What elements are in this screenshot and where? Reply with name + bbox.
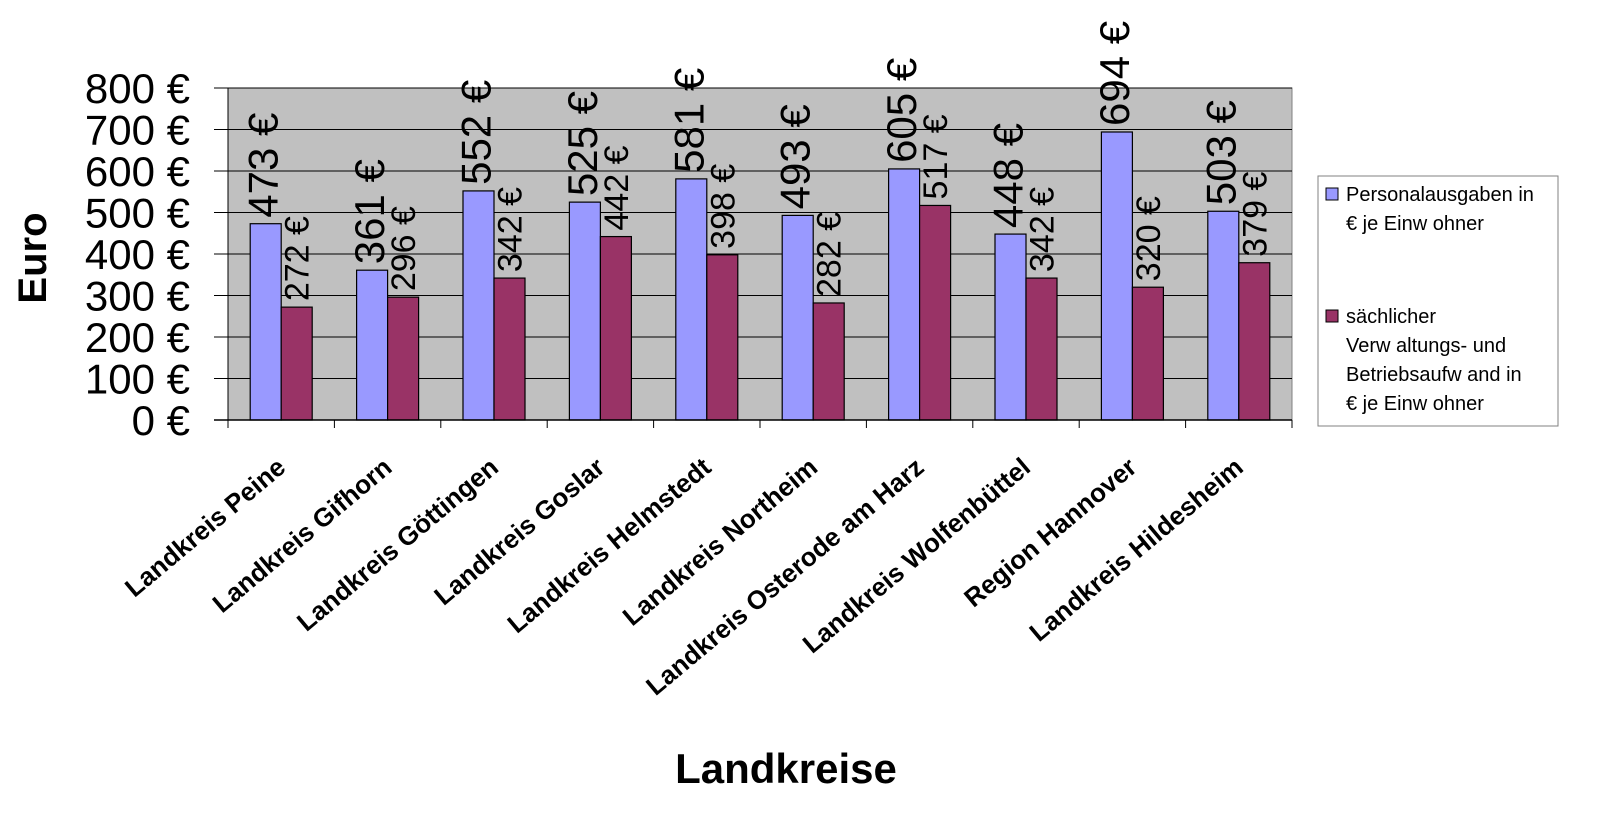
y-tick-label: 300 € — [85, 273, 190, 320]
data-label: 605 € — [878, 58, 925, 163]
data-label: 282 € — [811, 212, 849, 297]
bar-personal — [249, 223, 282, 421]
data-label: 694 € — [1091, 21, 1138, 126]
bar-personal — [568, 201, 602, 421]
x-tick-label: Landkreis Gifhorn — [207, 452, 398, 619]
x-tick-label: Region Hannover — [958, 452, 1142, 613]
y-tick-label: 700 € — [85, 107, 190, 154]
bar-saechlich — [918, 204, 952, 421]
data-label: 342 € — [492, 187, 530, 272]
legend-swatch — [1325, 187, 1339, 201]
legend-swatch — [1325, 309, 1339, 323]
legend-label: Verw altungs- und — [1346, 335, 1506, 357]
legend-label: sächlicher — [1346, 306, 1436, 328]
y-tick-label: 500 € — [85, 190, 190, 237]
x-tick-label: Landkreis Helmstedt — [501, 451, 716, 639]
value-labels-group: 473 €272 €361 €296 €552 €342 €525 €442 €… — [240, 21, 1275, 301]
data-label: 473 € — [240, 113, 287, 218]
y-tick-label: 800 € — [85, 65, 190, 112]
x-axis-label: Landkreise — [675, 745, 897, 792]
legend-box — [1317, 175, 1559, 427]
bars-group — [249, 131, 1271, 421]
data-label: 320 € — [1130, 196, 1168, 281]
y-tick-label: 600 € — [85, 148, 190, 195]
legend: Personalausgaben in € je Einw ohner sächli… — [1317, 175, 1559, 427]
bar-personal — [675, 178, 708, 421]
bar-personal — [994, 233, 1027, 421]
data-label: 361 € — [346, 159, 393, 264]
bar-saechlich — [280, 306, 313, 421]
data-label: 398 € — [704, 164, 742, 249]
bar-saechlich — [1238, 262, 1271, 421]
y-tick-label: 100 € — [85, 356, 190, 403]
y-tick-label: 400 € — [85, 231, 190, 278]
bar-saechlich — [706, 254, 739, 421]
y-axis-label: Euro — [11, 212, 55, 303]
y-tick-label: 0 € — [132, 397, 190, 444]
bar-personal — [1100, 131, 1134, 421]
y-tick-label: 200 € — [85, 314, 190, 361]
data-label: 552 € — [453, 80, 500, 185]
bar-saechlich — [812, 302, 845, 421]
data-label: 442 € — [598, 145, 636, 230]
legend-label: Personalausgaben in — [1346, 184, 1534, 206]
bar-personal — [781, 214, 814, 421]
data-label: 272 € — [279, 216, 317, 301]
bar-saechlich — [1025, 277, 1058, 421]
data-label: 296 € — [385, 206, 423, 291]
y-axis: 0 €100 €200 €300 €400 €500 €600 €700 €80… — [85, 65, 229, 444]
bar-saechlich — [387, 296, 420, 421]
bar-saechlich — [1131, 286, 1165, 421]
bar-saechlich — [599, 235, 633, 421]
bar-saechlich — [493, 277, 526, 421]
x-tick-label: Landkreis Northeim — [617, 452, 823, 632]
x-tick-label: Landkreis Hildesheim — [1023, 452, 1248, 648]
data-label: 493 € — [772, 104, 819, 209]
data-label: 525 € — [559, 91, 606, 196]
data-label: 517 € — [917, 114, 955, 199]
data-label: 379 € — [1236, 172, 1274, 257]
bar-personal — [356, 269, 389, 421]
legend-label: € je Einw ohner — [1346, 393, 1484, 415]
data-label: 503 € — [1197, 100, 1244, 205]
data-label: 448 € — [985, 123, 1032, 228]
data-label: 342 € — [1024, 187, 1062, 272]
bar-personal — [1207, 210, 1240, 421]
legend-label: € je Einw ohner — [1346, 213, 1484, 235]
bar-personal — [887, 168, 921, 421]
data-label: 581 € — [665, 68, 712, 173]
legend-label: Betriebsaufw and in — [1346, 364, 1522, 386]
x-tick-label: Landkreis Göttingen — [291, 452, 504, 637]
bar-personal — [462, 190, 495, 421]
